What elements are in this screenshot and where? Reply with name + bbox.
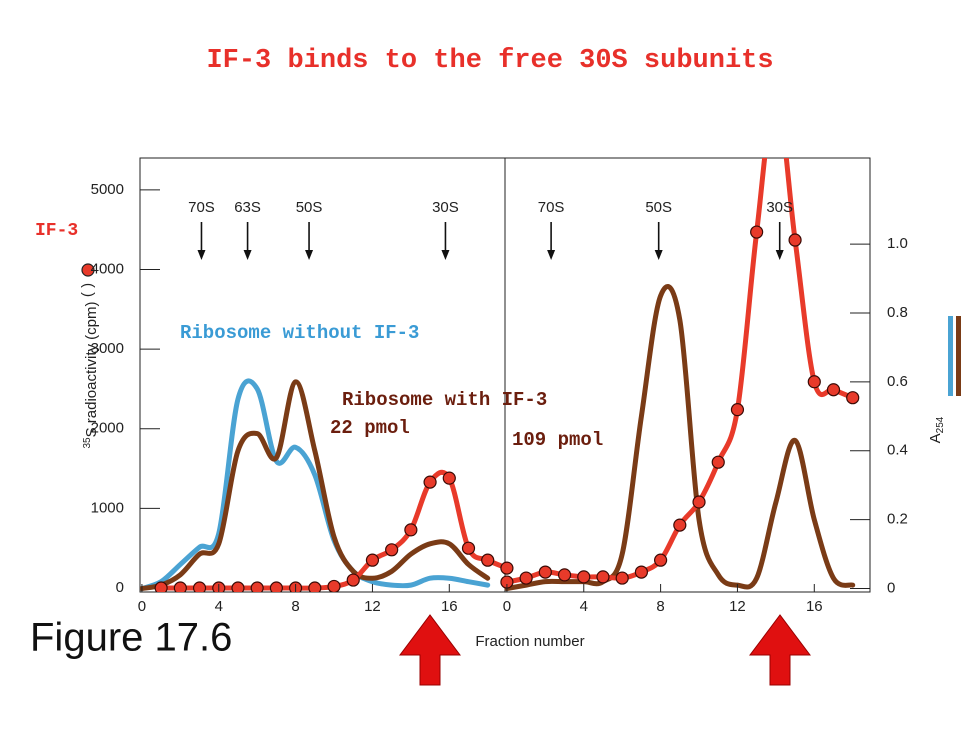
y2-tick-label: 1.0 bbox=[887, 235, 908, 252]
x-tick-label: 8 bbox=[291, 598, 299, 615]
y-tick-label: 4000 bbox=[91, 260, 124, 277]
data-point bbox=[730, 403, 745, 417]
data-point bbox=[826, 383, 841, 397]
peak-label: 70S bbox=[538, 199, 565, 216]
peak-arrow-head bbox=[654, 250, 663, 260]
x-tick-label: 16 bbox=[441, 598, 458, 615]
data-point bbox=[846, 391, 860, 405]
peak-label: 30S bbox=[766, 199, 793, 216]
y-axis-label: 35S radioactivity (cpm) bbox=[82, 302, 100, 449]
y-label-main: S radioactivity (cpm) bbox=[83, 302, 100, 438]
data-point bbox=[654, 553, 668, 567]
figure-label: Figure 17.6 bbox=[30, 616, 232, 660]
y2-tick-label: 0 bbox=[887, 580, 895, 597]
data-point bbox=[807, 375, 821, 389]
y-legend-dot bbox=[81, 263, 95, 277]
data-point bbox=[770, 88, 782, 100]
x-tick-label: 4 bbox=[215, 598, 223, 615]
peak-arrow-head bbox=[441, 250, 450, 260]
data-point bbox=[711, 455, 725, 469]
y2-tick-label: 0.8 bbox=[887, 304, 908, 321]
data-point bbox=[173, 581, 187, 592]
series-line bbox=[140, 379, 491, 592]
y2-legend-blue bbox=[948, 316, 953, 396]
data-point bbox=[250, 581, 264, 592]
data-point bbox=[327, 579, 341, 592]
peak-label: 30S bbox=[432, 199, 459, 216]
data-point bbox=[596, 570, 610, 584]
data-point bbox=[365, 553, 380, 567]
data-point bbox=[404, 523, 418, 537]
data-point bbox=[308, 581, 322, 592]
data-point bbox=[192, 581, 207, 592]
data-point bbox=[269, 581, 283, 592]
data-point bbox=[385, 543, 399, 557]
peak-arrow-head bbox=[547, 250, 556, 260]
peak-label: 50S bbox=[645, 199, 672, 216]
y-tick-label: 0 bbox=[116, 579, 124, 596]
x-tick-label: 12 bbox=[364, 598, 381, 615]
data-point bbox=[557, 568, 572, 582]
annotation: Ribosome with IF-3 bbox=[342, 389, 547, 411]
data-point bbox=[538, 565, 552, 579]
data-point bbox=[442, 471, 456, 485]
y2-tick-label: 0.6 bbox=[887, 373, 908, 390]
annotation: Ribosome without IF-3 bbox=[180, 322, 419, 344]
y-tick-label: 5000 bbox=[91, 181, 124, 198]
y-legend-paren: ( ) bbox=[79, 283, 96, 297]
y2-tick-label: 0.4 bbox=[887, 442, 908, 459]
series-line bbox=[504, 284, 856, 592]
annotation: 22 pmol bbox=[330, 417, 410, 439]
data-point bbox=[634, 565, 648, 579]
data-point bbox=[750, 225, 764, 239]
data-point bbox=[500, 561, 514, 575]
data-point bbox=[461, 541, 476, 555]
y2-axis-label-text: A254 bbox=[927, 416, 946, 443]
y-tick-label: 2000 bbox=[91, 420, 124, 437]
x-axis-label: Fraction number bbox=[475, 633, 584, 650]
peak-label: 63S bbox=[234, 199, 261, 216]
annotation: IF-3 bbox=[35, 221, 78, 241]
data-point bbox=[615, 571, 629, 585]
data-point bbox=[481, 553, 495, 567]
x-tick-label: 12 bbox=[729, 598, 746, 615]
x-tick-label: 16 bbox=[806, 598, 823, 615]
y-axis-label-text: 35S radioactivity (cpm) bbox=[82, 302, 100, 449]
y2-legend-brown bbox=[956, 316, 961, 396]
y2-tick-label: 0.2 bbox=[887, 511, 908, 528]
data-point bbox=[788, 233, 802, 247]
data-point bbox=[673, 518, 687, 532]
peak-arrow-head bbox=[775, 250, 784, 260]
y-label-sup: 35 bbox=[82, 437, 93, 449]
data-point bbox=[692, 495, 706, 509]
y2-label-main: A bbox=[927, 433, 944, 443]
data-point bbox=[231, 581, 245, 592]
peak-arrow-head bbox=[305, 250, 314, 260]
annotation: 109 pmol bbox=[512, 429, 603, 451]
data-point bbox=[346, 573, 360, 587]
x-tick-label: 0 bbox=[503, 598, 511, 615]
x-tick-label: 4 bbox=[580, 598, 588, 615]
data-point bbox=[423, 475, 437, 489]
x-tick-label: 0 bbox=[138, 598, 146, 615]
data-point bbox=[519, 571, 533, 585]
peak-arrow-head bbox=[197, 250, 206, 260]
y-tick-label: 3000 bbox=[91, 340, 124, 357]
arrow-up bbox=[399, 614, 461, 686]
peak-label: 70S bbox=[188, 199, 215, 216]
peak-arrow-head bbox=[243, 250, 252, 260]
peak-label: 50S bbox=[296, 199, 323, 216]
series-line bbox=[140, 378, 491, 592]
x-tick-label: 8 bbox=[656, 598, 664, 615]
y-tick-label: 1000 bbox=[91, 499, 124, 516]
chart-title: IF-3 binds to the free 30S subunits bbox=[206, 46, 773, 76]
arrow-up bbox=[749, 614, 811, 686]
data-point bbox=[154, 581, 168, 592]
y2-label-sub: 254 bbox=[935, 416, 946, 433]
marker-layer bbox=[154, 88, 860, 592]
data-point bbox=[577, 570, 591, 584]
y2-axis-label: A254 bbox=[927, 416, 946, 443]
